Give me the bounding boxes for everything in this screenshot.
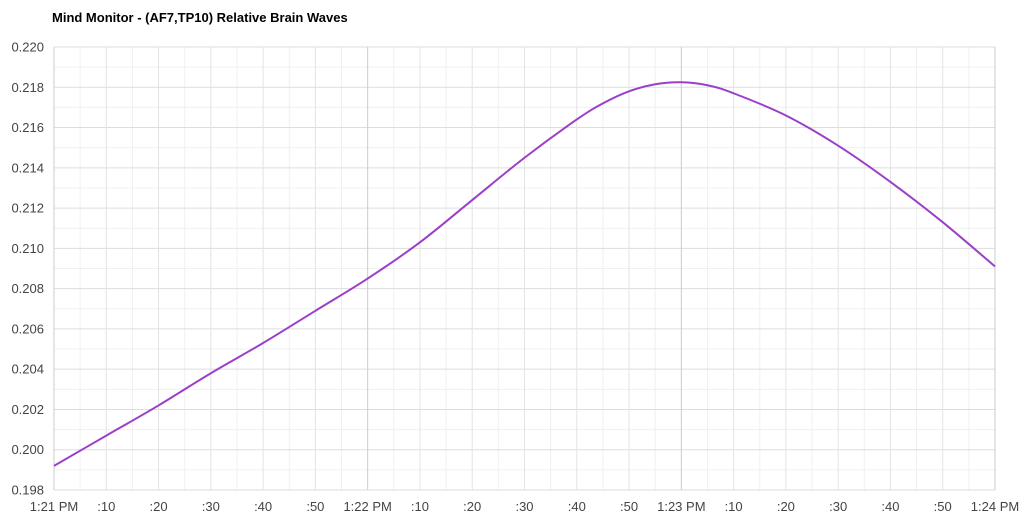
series-layer bbox=[53, 81, 996, 467]
x-tick-label: 1:23 PM bbox=[657, 499, 705, 514]
x-tick-label: 1:24 PM bbox=[971, 499, 1019, 514]
x-axis: 1:21 PM :10 :20 :30 :40 :50 1:22 PM :10 :20 :30 :4… bbox=[30, 499, 1019, 514]
y-tick-label: 0.214 bbox=[11, 160, 44, 175]
x-tick-label: :40 bbox=[568, 499, 586, 514]
x-tick-label: :50 bbox=[934, 499, 952, 514]
x-tick-label: :40 bbox=[881, 499, 899, 514]
x-tick-label: 1:22 PM bbox=[343, 499, 391, 514]
y-tick-label: 0.208 bbox=[11, 281, 44, 296]
x-tick-label: :30 bbox=[829, 499, 847, 514]
y-tick-label: 0.218 bbox=[11, 80, 44, 95]
y-tick-label: 0.198 bbox=[11, 483, 44, 498]
x-tick-label: :30 bbox=[515, 499, 533, 514]
grid bbox=[53, 46, 996, 491]
x-tick-label: 1:21 PM bbox=[30, 499, 78, 514]
y-tick-label: 0.204 bbox=[11, 362, 44, 377]
y-axis: 0.198 0.200 0.202 0.204 0.206 0.208 0.210 0.212… bbox=[11, 40, 44, 498]
y-tick-label: 0.206 bbox=[11, 321, 44, 336]
y-tick-label: 0.210 bbox=[11, 241, 44, 256]
x-tick-label: :50 bbox=[306, 499, 324, 514]
x-tick-label: :40 bbox=[254, 499, 272, 514]
x-tick-label: :50 bbox=[620, 499, 638, 514]
y-tick-label: 0.220 bbox=[11, 40, 44, 55]
x-tick-label: :10 bbox=[97, 499, 115, 514]
chart-title: Mind Monitor - (AF7,TP10) Relative Brain… bbox=[52, 10, 348, 25]
x-tick-label: :20 bbox=[777, 499, 795, 514]
y-tick-label: 0.212 bbox=[11, 201, 44, 216]
x-tick-label: :30 bbox=[202, 499, 220, 514]
series-line bbox=[53, 81, 996, 467]
x-tick-label: :20 bbox=[463, 499, 481, 514]
x-tick-label: :10 bbox=[411, 499, 429, 514]
y-tick-label: 0.202 bbox=[11, 402, 44, 417]
y-tick-label: 0.216 bbox=[11, 120, 44, 135]
x-tick-label: :10 bbox=[725, 499, 743, 514]
x-tick-label: :20 bbox=[150, 499, 168, 514]
y-tick-label: 0.200 bbox=[11, 442, 44, 457]
